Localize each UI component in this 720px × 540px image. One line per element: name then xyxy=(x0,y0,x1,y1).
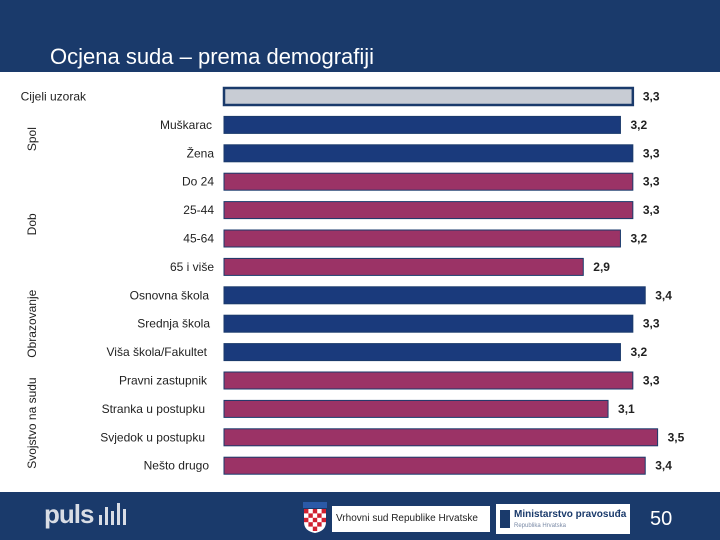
bar xyxy=(223,229,621,248)
category-label: 25-44 xyxy=(183,203,214,217)
value-label: 3,2 xyxy=(630,345,647,359)
category-label: Muškarac xyxy=(160,118,212,132)
bar xyxy=(223,144,634,163)
bar xyxy=(223,172,634,191)
group-label: Svojstvo na sudu xyxy=(25,377,39,468)
value-label: 2,9 xyxy=(593,260,610,274)
bar xyxy=(222,86,635,107)
value-label: 3,3 xyxy=(643,175,660,189)
footer-band: puls Vrhovni sud Republike Hrvatske Mini… xyxy=(0,492,720,540)
bar xyxy=(223,257,584,276)
value-label: 3,2 xyxy=(630,232,647,246)
bar-chart: Cijeli uzorak 3,3 Muškarac 3,2 Žena 3,3 Do 24 3… xyxy=(21,86,685,475)
value-label: 3,3 xyxy=(643,90,660,104)
bar xyxy=(223,343,621,362)
category-label: Srednja škola xyxy=(137,317,210,331)
group-label: Obrazovanje xyxy=(25,289,39,357)
page-number: 50 xyxy=(650,508,673,530)
value-label: 3,4 xyxy=(655,288,672,302)
bar xyxy=(223,371,634,390)
ministry-name: Ministarstvo pravosuđa xyxy=(514,509,627,520)
bar xyxy=(223,399,609,418)
category-label: Žena xyxy=(187,145,215,160)
value-label: 3,1 xyxy=(618,402,635,416)
value-label: 3,3 xyxy=(643,203,660,217)
value-label: 3,3 xyxy=(643,374,660,388)
bar xyxy=(223,428,659,447)
court-name: Vrhovni sud Republike Hrvatske xyxy=(336,513,478,524)
bar xyxy=(223,115,621,134)
bar xyxy=(223,314,634,333)
value-label: 3,2 xyxy=(630,118,647,132)
ministry-logo: Ministarstvo pravosuđa Republika Hrvatsk… xyxy=(496,504,630,534)
category-label: Stranka u postupku xyxy=(102,402,205,416)
category-label: 65 i više xyxy=(170,260,214,274)
category-label: Nešto drugo xyxy=(144,459,210,473)
group-label: Dob xyxy=(25,213,39,235)
puls-logo: puls xyxy=(44,496,127,532)
category-label: Cijeli uzorak xyxy=(21,90,87,104)
value-label: 3,3 xyxy=(643,317,660,331)
header-band: Ocjena suda – prema demografiji xyxy=(0,0,720,72)
croatian-crest-icon xyxy=(303,502,327,533)
category-label: Osnovna škola xyxy=(130,288,210,302)
category-label: 45-64 xyxy=(183,232,214,246)
bar xyxy=(223,456,646,475)
bar xyxy=(223,201,634,220)
ministry-subtitle: Republika Hrvatska xyxy=(514,523,567,529)
category-label: Viša škola/Fakultet xyxy=(107,345,208,359)
category-label: Svjedok u postupku xyxy=(100,430,205,444)
page-title: Ocjena suda – prema demografiji xyxy=(50,44,375,69)
value-label: 3,4 xyxy=(655,459,672,473)
category-label: Do 24 xyxy=(182,175,214,189)
category-label: Pravni zastupnik xyxy=(119,374,208,388)
header-divider xyxy=(0,72,720,75)
value-label: 3,5 xyxy=(668,430,685,444)
value-label: 3,3 xyxy=(643,146,660,160)
bar xyxy=(223,286,646,305)
ministry-emblem-icon xyxy=(500,510,510,528)
court-name-box: Vrhovni sud Republike Hrvatske xyxy=(332,506,490,532)
puls-logo-text: puls xyxy=(44,498,94,529)
group-label: Spol xyxy=(25,127,39,151)
puls-bars-icon xyxy=(99,503,127,525)
